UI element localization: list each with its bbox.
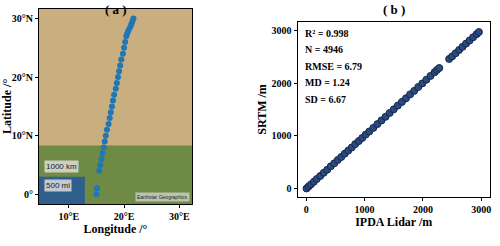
- svg-text:1000: 1000: [355, 204, 375, 215]
- svg-text:N = 4946: N = 4946: [305, 44, 343, 55]
- svg-text:2000: 2000: [272, 78, 292, 89]
- svg-text:3000: 3000: [471, 204, 491, 215]
- svg-text:SRTM /m: SRTM /m: [255, 84, 269, 135]
- svg-text:1000: 1000: [272, 130, 292, 141]
- svg-text:Earthstar Geographics: Earthstar Geographics: [137, 194, 188, 200]
- svg-text:SD = 6.67: SD = 6.67: [305, 94, 346, 105]
- svg-text:30°E: 30°E: [169, 211, 190, 222]
- svg-text:IPDA Lidar /m: IPDA Lidar /m: [355, 215, 432, 229]
- svg-text:20°E: 20°E: [114, 211, 135, 222]
- svg-text:30°N: 30°N: [12, 13, 34, 24]
- svg-text:Longitude /°: Longitude /°: [84, 222, 148, 236]
- svg-text:Latitude /°: Latitude /°: [0, 79, 14, 134]
- svg-text:RMSE = 6.79: RMSE = 6.79: [305, 61, 362, 72]
- svg-text:10°N: 10°N: [12, 130, 34, 141]
- svg-text:500 mi: 500 mi: [46, 181, 70, 190]
- svg-text:10°E: 10°E: [58, 211, 79, 222]
- svg-text:R² = 0.998: R² = 0.998: [305, 28, 348, 39]
- svg-text:2000: 2000: [413, 204, 433, 215]
- svg-text:0: 0: [287, 183, 292, 194]
- svg-text:MD = 1.24: MD = 1.24: [305, 77, 350, 88]
- svg-text:0°: 0°: [24, 189, 33, 200]
- svg-text:( b ): ( b ): [383, 2, 405, 17]
- svg-text:1000 km: 1000 km: [46, 162, 77, 171]
- svg-text:( a ): ( a ): [105, 2, 127, 17]
- svg-text:0: 0: [304, 204, 309, 215]
- svg-text:3000: 3000: [272, 25, 292, 36]
- svg-text:20°N: 20°N: [12, 72, 34, 83]
